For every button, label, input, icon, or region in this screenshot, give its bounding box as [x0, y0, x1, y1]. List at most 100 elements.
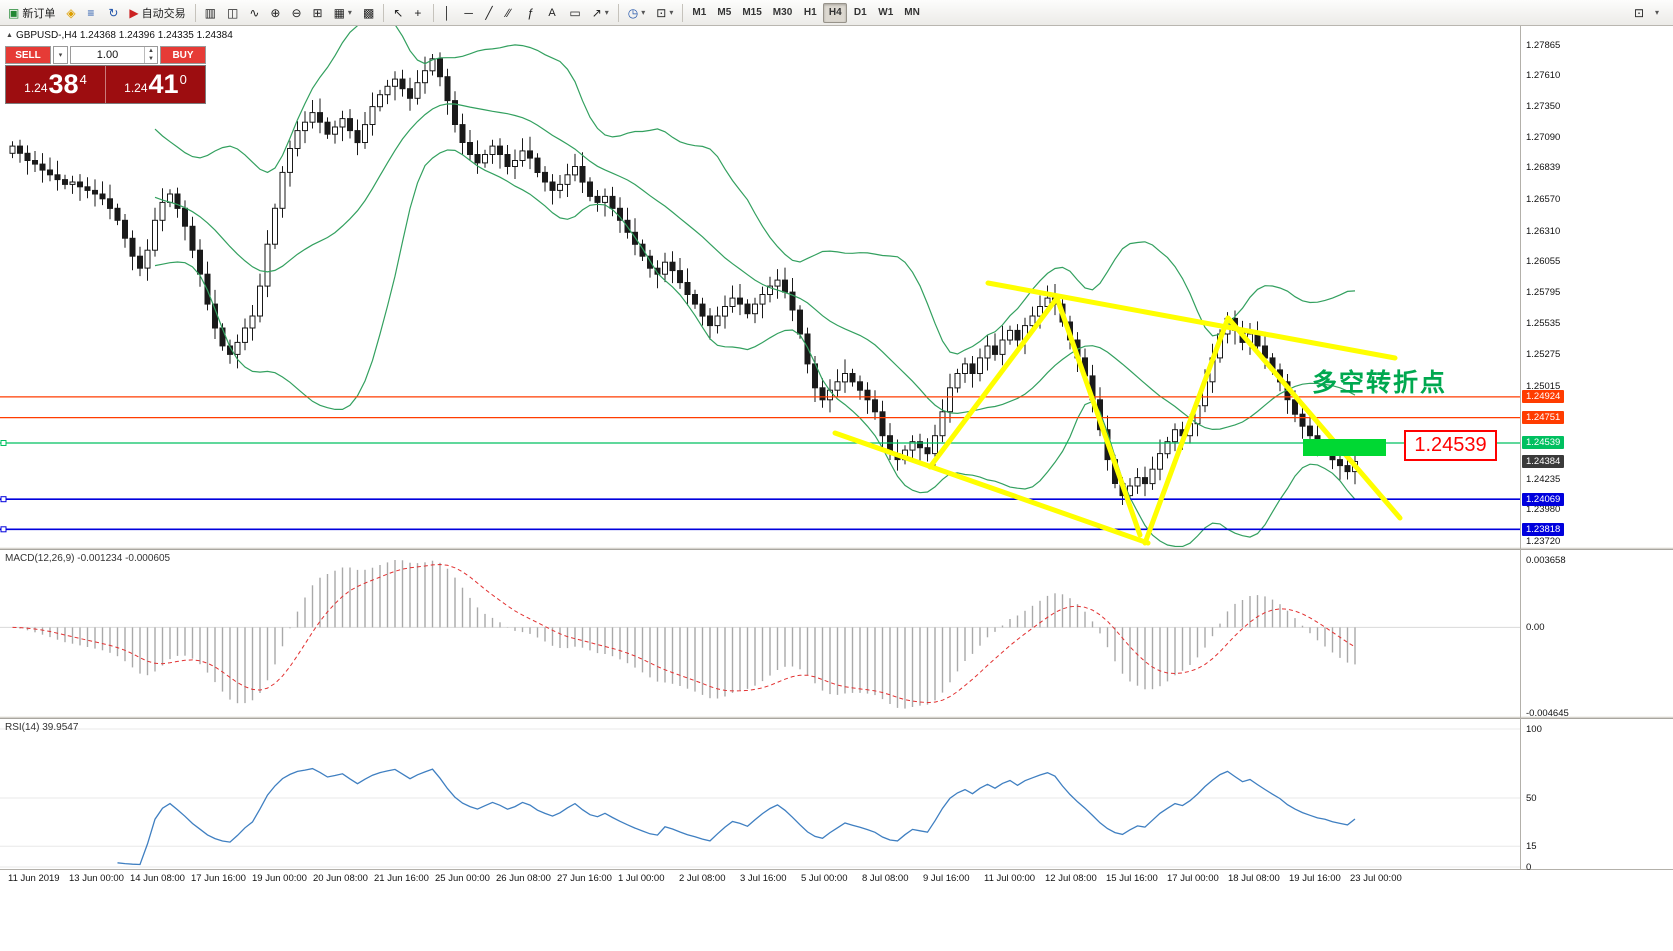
period-icon: ◷: [627, 5, 639, 20]
price-axis[interactable]: 1.27865 1.27610 1.27350 1.27090 1.26839 1.265…: [1521, 26, 1671, 547]
macd-panel[interactable]: [0, 550, 1520, 716]
volume-input[interactable]: 1.00 ▲ ▼: [70, 46, 158, 64]
timeframe-h1-button[interactable]: H1: [803, 7, 817, 18]
buy-button[interactable]: BUY: [160, 46, 206, 64]
vertical-line-icon: │: [443, 5, 451, 20]
highlight-rectangle[interactable]: [1303, 439, 1386, 456]
cursor-button[interactable]: ↖: [388, 3, 408, 23]
price-level-badge: 1.24069: [1522, 492, 1565, 506]
text-tool-button[interactable]: A: [543, 3, 563, 23]
zoom-in-button[interactable]: ⊕: [265, 3, 285, 23]
rsi-line: [117, 767, 1356, 866]
time-axis-label: 17 Jul 00:00: [1167, 873, 1219, 884]
new-order-button[interactable]: ▣ 新订单: [3, 3, 60, 23]
time-axis-label: 3 Jul 16:00: [740, 873, 787, 884]
one-click-trade-panel: SELL ▾ 1.00 ▲ ▼ BUY 1.24 38 4 1.24 41 0: [5, 46, 206, 104]
bar-chart-button[interactable]: ▥: [200, 3, 221, 23]
symbol-info-line: ▲ GBPUSD-,H4 1.24368 1.24396 1.24335 1.2…: [6, 30, 233, 41]
volume-dropdown-button[interactable]: ▾: [53, 46, 68, 64]
buy-price-prefix: 1.24: [124, 80, 148, 95]
zoom-out-button[interactable]: ⊖: [286, 3, 306, 23]
horizontal-line-icon: ─: [464, 5, 473, 20]
timeframe-m5-button[interactable]: M5: [717, 7, 732, 18]
buy-price[interactable]: 1.24 41 0: [106, 66, 205, 103]
sell-button[interactable]: SELL: [5, 46, 51, 64]
bollinger-bands: [154, 26, 1356, 547]
timeframe-w1-button[interactable]: W1: [878, 7, 894, 18]
template-button[interactable]: ⊡ ▾: [651, 3, 678, 23]
toolbar-separator: [433, 3, 435, 22]
time-axis[interactable]: 11 Jun 2019 13 Jun 00:00 14 Jun 08:00 17 Ju…: [0, 872, 1520, 888]
sell-price[interactable]: 1.24 38 4: [6, 66, 105, 103]
timeframe-m1-button[interactable]: M1: [692, 7, 707, 18]
price-axis-label: 1.26055: [1526, 256, 1561, 268]
trendline-drawings[interactable]: [832, 280, 1403, 546]
chevron-down-icon: ▾: [641, 8, 646, 17]
hline-tool-button[interactable]: ─: [459, 3, 479, 23]
price-callout-box[interactable]: 1.24539: [1404, 430, 1497, 461]
volume-down-button[interactable]: ▼: [148, 56, 154, 62]
template-icon: ⊡: [656, 5, 667, 20]
panel-splitter[interactable]: [0, 716, 1673, 719]
price-divider: [105, 66, 106, 103]
profiles-button[interactable]: ◈: [61, 3, 81, 23]
arrows-tool-button[interactable]: ↗ ▾: [587, 3, 614, 23]
tile-windows-button[interactable]: ▦ ▾: [329, 3, 357, 23]
grid-button[interactable]: ⊞: [308, 3, 328, 23]
time-axis-label: 26 Jun 08:00: [496, 873, 551, 884]
macd-name: MACD(12,26,9): [5, 553, 75, 564]
channel-icon: ∕∕: [506, 5, 511, 20]
market-watch-button[interactable]: ≡: [82, 3, 102, 23]
crosshair-button[interactable]: +: [409, 3, 429, 23]
volume-value[interactable]: 1.00: [96, 49, 119, 61]
cascade-windows-button[interactable]: ▩: [358, 3, 379, 23]
macd-scale-label: -0.004645: [1526, 707, 1569, 719]
auto-trading-button[interactable]: ▶ 自动交易: [124, 3, 190, 23]
label-tool-button[interactable]: ▭: [564, 3, 585, 23]
trendline-tool-button[interactable]: ╱: [480, 3, 500, 23]
timeframe-mn-button[interactable]: MN: [904, 7, 920, 18]
timeframe-m15-button[interactable]: M15: [742, 7, 762, 18]
buy-price-sup: 0: [179, 72, 187, 87]
zoom-out-icon: ⊖: [291, 5, 302, 20]
macd-values: -0.001234 -0.000605: [77, 553, 171, 564]
sell-price-prefix: 1.24: [24, 80, 48, 95]
window-icon: ⊡: [1633, 5, 1644, 20]
horizontal-level-lines[interactable]: [0, 396, 1520, 533]
time-axis-label: 2 Jul 08:00: [679, 873, 726, 884]
toolbar-more-button[interactable]: ▾: [1650, 3, 1670, 23]
panel-splitter[interactable]: [0, 547, 1673, 550]
price-axis-label: 1.25795: [1526, 287, 1561, 299]
period-button[interactable]: ◷ ▾: [623, 3, 651, 23]
toolbar-separator: [194, 3, 196, 22]
volume-up-button[interactable]: ▲: [148, 48, 154, 54]
timeframe-h4-button[interactable]: H4: [823, 2, 848, 23]
main-chart[interactable]: [0, 26, 1520, 547]
time-axis-label: 18 Jul 08:00: [1228, 873, 1280, 884]
time-axis-label: 11 Jun 2019: [8, 873, 60, 884]
fibonacci-tool-button[interactable]: ƒ: [522, 3, 542, 23]
arrow-tool-icon: ↗: [591, 5, 602, 20]
candle-chart-button[interactable]: ◫: [222, 3, 243, 23]
timeframe-m30-button[interactable]: M30: [772, 7, 793, 18]
macd-scale-label: 0.003658: [1526, 554, 1566, 566]
cursor-icon: ↖: [393, 5, 404, 20]
rsi-indicator-label: RSI(14) 39.9547: [5, 722, 78, 733]
cascade-windows-icon: ▩: [362, 5, 375, 20]
text-tool-label: A: [548, 6, 556, 19]
window-button[interactable]: ⊡: [1629, 3, 1649, 23]
line-chart-button[interactable]: ∿: [244, 3, 264, 23]
turning-point-annotation[interactable]: 多空转折点: [1312, 369, 1448, 397]
timeframe-d1-button[interactable]: D1: [853, 7, 867, 18]
macd-axis: 0.003658 0.00 -0.004645: [1521, 550, 1671, 719]
rsi-panel[interactable]: [0, 719, 1520, 869]
text-label-icon: ▭: [569, 5, 581, 20]
channel-tool-button[interactable]: ∕∕: [501, 3, 521, 23]
vline-tool-button[interactable]: │: [438, 3, 458, 23]
time-axis-label: 5 Jul 00:00: [801, 873, 848, 884]
sell-price-sup: 4: [79, 72, 87, 87]
price-axis-label: 1.23720: [1526, 535, 1561, 547]
refresh-button[interactable]: ↻: [103, 3, 123, 23]
price-axis-label: 1.27350: [1526, 101, 1561, 113]
price-level-badge: 1.24539: [1522, 436, 1565, 450]
